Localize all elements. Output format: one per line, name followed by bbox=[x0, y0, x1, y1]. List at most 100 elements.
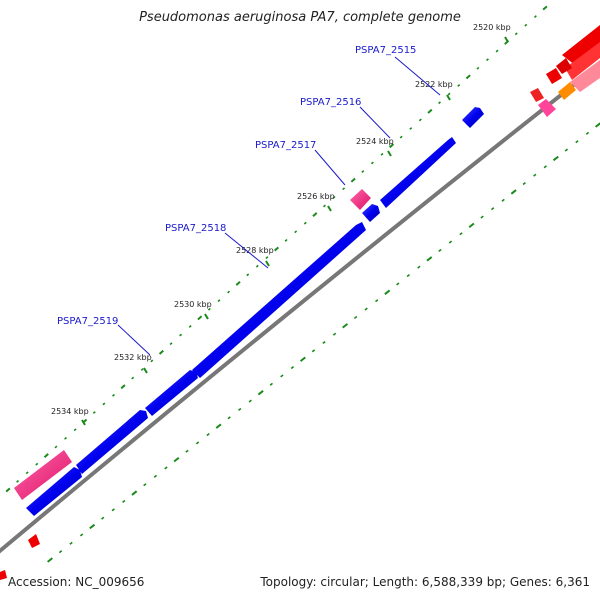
tick-label: 2530 kbp bbox=[174, 300, 212, 309]
gc-tick bbox=[112, 393, 115, 397]
gene-leader-line bbox=[117, 324, 151, 356]
gene-label[interactable]: PSPA7_2519 bbox=[57, 316, 118, 327]
gc-tick bbox=[501, 198, 505, 202]
other-features bbox=[0, 25, 600, 580]
red-feature[interactable] bbox=[565, 42, 600, 80]
gc-tick bbox=[299, 356, 306, 362]
gc-tick bbox=[595, 122, 600, 128]
highlight-features bbox=[14, 99, 556, 500]
gc-tick bbox=[332, 195, 336, 199]
gc-tick bbox=[257, 390, 264, 396]
gc-tick bbox=[273, 246, 280, 252]
gc-tick bbox=[25, 471, 29, 475]
tick-label: 2534 kbp bbox=[51, 407, 89, 416]
gc-tick bbox=[457, 84, 461, 87]
gc-tick bbox=[227, 416, 231, 420]
gc-tick bbox=[215, 423, 222, 429]
gc-tick bbox=[43, 453, 49, 458]
cds-arrow[interactable] bbox=[145, 370, 198, 416]
gene-label[interactable]: PSPA7_2515 bbox=[355, 45, 416, 56]
red-feature[interactable] bbox=[546, 68, 562, 84]
gc-tick bbox=[197, 315, 203, 321]
gc-tick bbox=[238, 407, 242, 411]
gc-tick bbox=[480, 215, 484, 219]
gene-label[interactable]: PSPA7_2517 bbox=[255, 140, 316, 151]
gc-tick bbox=[140, 368, 144, 371]
red-feature[interactable] bbox=[530, 88, 544, 102]
gc-tick bbox=[322, 340, 326, 345]
gc-tick bbox=[16, 479, 20, 483]
pink-feature[interactable] bbox=[14, 450, 72, 500]
gc-tick bbox=[195, 441, 200, 445]
red-feature[interactable] bbox=[556, 58, 572, 74]
gc-tick bbox=[399, 135, 403, 139]
gc-tick bbox=[185, 449, 189, 453]
gc-tick bbox=[173, 456, 180, 463]
gc-tick bbox=[564, 148, 569, 152]
gc-tick bbox=[217, 299, 221, 303]
red-feature[interactable] bbox=[0, 570, 7, 580]
gc-tick bbox=[542, 5, 548, 11]
pink-light-feature[interactable] bbox=[570, 60, 600, 92]
gc-tick bbox=[179, 333, 183, 337]
tick-label: 2520 kbp bbox=[473, 23, 511, 32]
gc-tick bbox=[73, 428, 77, 432]
gene-label[interactable]: PSPA7_2518 bbox=[165, 223, 226, 234]
gc-tick bbox=[490, 207, 495, 211]
cds-arrow[interactable] bbox=[380, 137, 456, 208]
gc-tick bbox=[389, 143, 395, 149]
gc-tick bbox=[131, 376, 135, 380]
gc-tick bbox=[350, 177, 356, 183]
gc-tick bbox=[552, 155, 559, 162]
gc-tick bbox=[485, 58, 489, 62]
topology-label: Topology: circular; Length: 6,588,339 bp… bbox=[260, 575, 590, 589]
gc-tick bbox=[426, 256, 433, 262]
gc-tick bbox=[284, 238, 288, 242]
cds-arrow[interactable] bbox=[26, 467, 82, 516]
gc-tick bbox=[361, 170, 365, 173]
gc-tick bbox=[153, 474, 158, 478]
gc-tick bbox=[533, 173, 537, 177]
pink-feature[interactable] bbox=[350, 189, 371, 210]
tick-label: 2532 kbp bbox=[114, 353, 152, 362]
orange-feature[interactable] bbox=[558, 82, 576, 100]
cds-arrow[interactable] bbox=[462, 107, 484, 128]
gc-tick bbox=[533, 15, 537, 19]
gc-tick bbox=[322, 204, 326, 208]
gc-tick bbox=[47, 557, 53, 563]
gc-tick bbox=[406, 274, 410, 278]
gc-tick bbox=[448, 240, 453, 244]
gene-label[interactable]: PSPA7_2516 bbox=[300, 97, 361, 108]
gc-tick bbox=[468, 222, 475, 229]
gc-tick bbox=[150, 359, 154, 363]
gc-tick bbox=[79, 533, 84, 537]
gc-tick bbox=[207, 307, 211, 311]
red-feature[interactable] bbox=[28, 534, 40, 548]
gc-tick bbox=[188, 325, 192, 328]
gc-tick bbox=[380, 152, 384, 156]
gc-tick bbox=[5, 487, 11, 493]
gc-tick bbox=[303, 221, 307, 225]
inner-ring-ticks bbox=[47, 122, 600, 563]
gc-tick bbox=[35, 462, 39, 466]
gc-tick bbox=[101, 516, 105, 520]
gc-tick bbox=[169, 342, 173, 346]
gc-tick bbox=[265, 256, 269, 260]
tick-label: 2528 kbp bbox=[236, 246, 274, 255]
cds-arrow[interactable] bbox=[76, 410, 148, 474]
gc-tick bbox=[585, 131, 590, 135]
cds-arrow[interactable] bbox=[362, 204, 380, 222]
gc-tick bbox=[476, 66, 480, 70]
gc-tick bbox=[206, 432, 210, 437]
red-feature[interactable] bbox=[562, 25, 600, 65]
cds-features bbox=[26, 107, 484, 516]
cds-arrow[interactable] bbox=[192, 222, 366, 378]
gc-tick bbox=[158, 349, 164, 355]
gene-leader-line bbox=[359, 106, 391, 139]
pink-feature[interactable] bbox=[538, 99, 556, 117]
tick-label: 2522 kbp bbox=[415, 80, 453, 89]
gc-tick bbox=[495, 49, 499, 53]
gc-tick bbox=[290, 366, 295, 370]
gc-tick bbox=[353, 315, 358, 319]
